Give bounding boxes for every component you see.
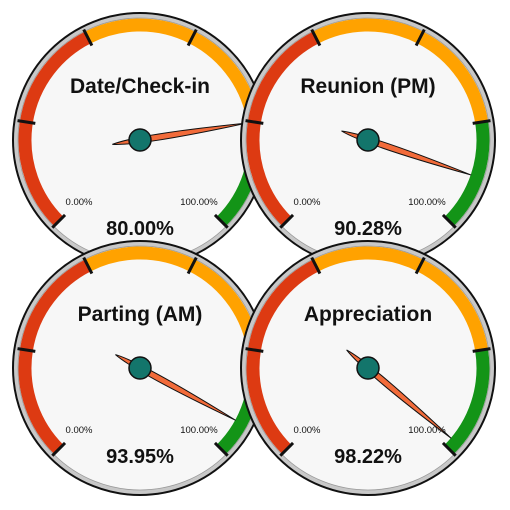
gauge-band-3 xyxy=(444,120,490,226)
gauge-4: Appreciation 0.00% 100.00% 98.22% xyxy=(240,240,496,496)
gauge-value-label: 98.22% xyxy=(334,446,402,468)
gauge-max-label: 100.00% xyxy=(180,197,218,208)
gauge-tick xyxy=(186,28,198,47)
gauge-tick xyxy=(51,213,67,229)
gauge-hub xyxy=(128,356,152,380)
gauge-title: Date/Check-in xyxy=(70,75,210,98)
gauge-tick xyxy=(279,441,295,457)
gauge-hub xyxy=(356,128,380,152)
gauge-tick xyxy=(279,213,295,229)
gauge-tick xyxy=(213,213,229,229)
gauge-hub xyxy=(128,128,152,152)
gauge-max-label: 100.00% xyxy=(180,425,218,436)
gauge-tick xyxy=(310,28,322,47)
gauge-band-3 xyxy=(444,348,490,454)
gauge-tick xyxy=(17,347,36,353)
gauge-tick xyxy=(441,213,457,229)
gauge-tick xyxy=(245,119,264,125)
gauge-value-label: 90.28% xyxy=(334,218,402,240)
gauge-hub xyxy=(356,356,380,380)
gauge-tick xyxy=(82,28,94,47)
gauge-value-label: 80.00% xyxy=(106,218,174,240)
gauge-tick xyxy=(472,347,491,353)
gauge-min-label: 0.00% xyxy=(66,425,93,436)
gauge-min-label: 0.00% xyxy=(294,425,321,436)
gauge-tick xyxy=(310,256,322,275)
gauge-2: Reunion (PM) 0.00% 100.00% 90.28% xyxy=(240,12,496,268)
gauge-3: Parting (AM) 0.00% 100.00% 93.95% xyxy=(12,240,268,496)
gauge-min-label: 0.00% xyxy=(66,197,93,208)
gauge-tick xyxy=(213,441,229,457)
gauge-tick xyxy=(414,256,426,275)
gauge-1: Date/Check-in 0.00% 100.00% 80.00% xyxy=(12,12,268,268)
gauge-tick xyxy=(414,28,426,47)
gauge-tick xyxy=(245,347,264,353)
gauge-tick xyxy=(51,441,67,457)
gauge-tick xyxy=(472,119,491,125)
gauge-max-label: 100.00% xyxy=(408,197,446,208)
gauge-title: Appreciation xyxy=(304,303,432,326)
gauge-max-label: 100.00% xyxy=(408,425,446,436)
gauge-tick xyxy=(186,256,198,275)
gauge-tick xyxy=(441,441,457,457)
gauge-title: Parting (AM) xyxy=(78,303,203,326)
gauge-tick xyxy=(17,119,36,125)
gauge-value-label: 93.95% xyxy=(106,446,174,468)
gauge-title: Reunion (PM) xyxy=(300,75,435,98)
gauge-tick xyxy=(82,256,94,275)
gauge-min-label: 0.00% xyxy=(294,197,321,208)
